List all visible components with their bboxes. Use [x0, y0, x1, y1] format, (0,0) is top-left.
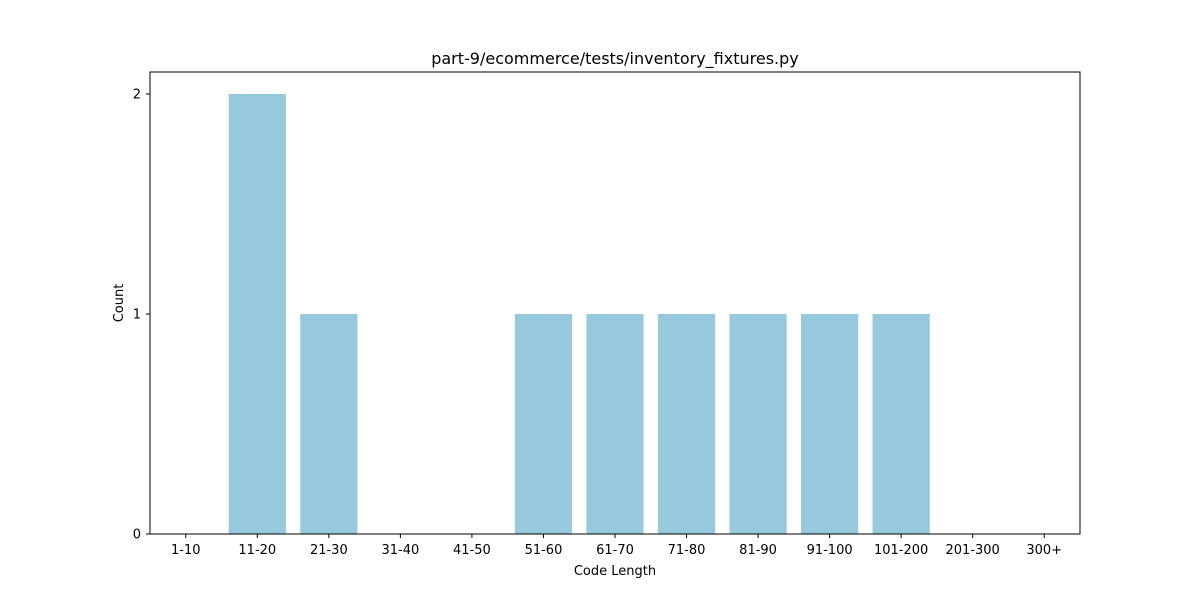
x-tick-label: 21-30	[310, 543, 348, 558]
x-axis-label: Code Length	[574, 564, 656, 579]
y-axis-label: Count	[112, 284, 127, 323]
y-tick-label: 0	[133, 528, 141, 543]
chart-title: part-9/ecommerce/tests/inventory_fixture…	[431, 49, 799, 69]
bar-21-30	[300, 314, 358, 534]
bar-101-200	[872, 314, 930, 534]
x-tick-label: 61-70	[596, 543, 634, 558]
x-tick-label: 71-80	[668, 543, 706, 558]
bar-81-90	[729, 314, 787, 534]
y-tick-label: 1	[133, 308, 141, 323]
x-tick-label: 1-10	[171, 543, 201, 558]
x-tick-label: 41-50	[453, 543, 491, 558]
x-tick-label: 81-90	[739, 543, 777, 558]
bar-61-70	[586, 314, 644, 534]
x-tick-label: 51-60	[525, 543, 563, 558]
x-tick-label: 91-100	[807, 543, 853, 558]
bar-71-80	[657, 314, 716, 534]
x-tick-label: 300+	[1026, 543, 1062, 558]
bar-91-100	[801, 314, 859, 534]
plot-frame	[149, 71, 1081, 535]
bar-51-60	[514, 314, 573, 534]
x-tick-label: 31-40	[381, 543, 419, 558]
bars-group	[228, 94, 930, 534]
x-axis-ticks: 1-10 11-20 21-30 31-40 41-50 51-60 61-70 71-80 8…	[171, 534, 1062, 558]
x-tick-label: 101-200	[874, 543, 928, 558]
y-axis-ticks: 0 1 2	[133, 88, 150, 543]
x-tick-label: 11-20	[238, 543, 276, 558]
y-tick-label: 2	[133, 88, 141, 103]
bar-11-20	[228, 94, 286, 534]
x-tick-label: 201-300	[946, 543, 1000, 558]
